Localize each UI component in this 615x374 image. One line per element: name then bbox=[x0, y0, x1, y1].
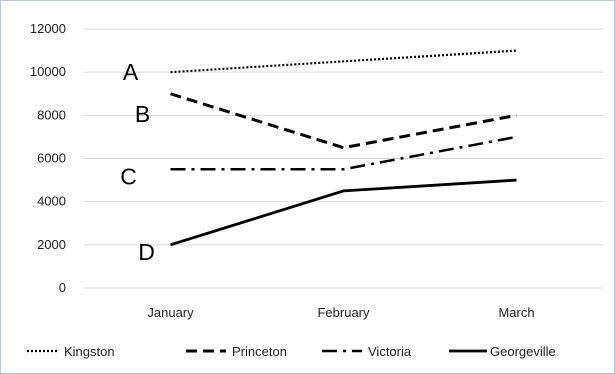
series-line-georgeville bbox=[170, 178, 517, 247]
legend-label-victoria: Victoria bbox=[368, 344, 412, 359]
legend-label-georgeville: Georgeville bbox=[490, 344, 556, 359]
x-tick-label: January bbox=[147, 305, 194, 320]
y-tick-label: 6000 bbox=[37, 151, 66, 166]
y-axis-ticks: 0 2000 4000 6000 8000 10000 12000 bbox=[30, 21, 66, 295]
legend: Kingston Princeton Victoria Georgeville bbox=[27, 344, 556, 359]
y-tick-label: 12000 bbox=[30, 21, 66, 36]
annotation-b: B bbox=[135, 101, 150, 127]
annotations: AB C D bbox=[120, 59, 155, 265]
y-tick-label: 2000 bbox=[37, 237, 66, 252]
series-line-princeton bbox=[170, 92, 517, 150]
annotation-a: A bbox=[123, 59, 139, 85]
y-tick-label: 8000 bbox=[37, 107, 66, 122]
x-tick-label: February bbox=[317, 305, 370, 320]
series-line-kingston bbox=[170, 49, 517, 74]
legend-label-princeton: Princeton bbox=[232, 344, 287, 359]
gridlines bbox=[84, 28, 603, 289]
x-axis-ticks: January February March bbox=[147, 305, 534, 320]
y-tick-label: 0 bbox=[59, 280, 66, 295]
legend-label-kingston: Kingston bbox=[64, 344, 115, 359]
annotation-c: C bbox=[120, 163, 137, 189]
y-tick-label: 4000 bbox=[37, 194, 66, 209]
series-lines bbox=[170, 49, 517, 247]
y-tick-label: 10000 bbox=[30, 64, 66, 79]
series-line-victoria bbox=[170, 135, 517, 171]
annotation-d: D bbox=[138, 239, 155, 265]
x-tick-label: March bbox=[498, 305, 534, 320]
